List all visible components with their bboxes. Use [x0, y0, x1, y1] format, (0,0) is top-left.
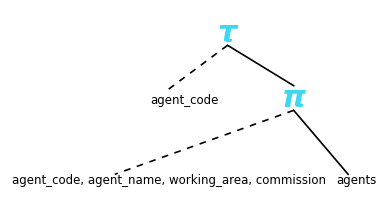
Text: agents: agents	[336, 174, 377, 187]
Text: agent_code, agent_name, working_area, commission: agent_code, agent_name, working_area, co…	[12, 174, 326, 187]
Text: agent_code: agent_code	[150, 94, 218, 107]
Text: π: π	[282, 84, 306, 113]
Text: τ: τ	[218, 19, 237, 48]
